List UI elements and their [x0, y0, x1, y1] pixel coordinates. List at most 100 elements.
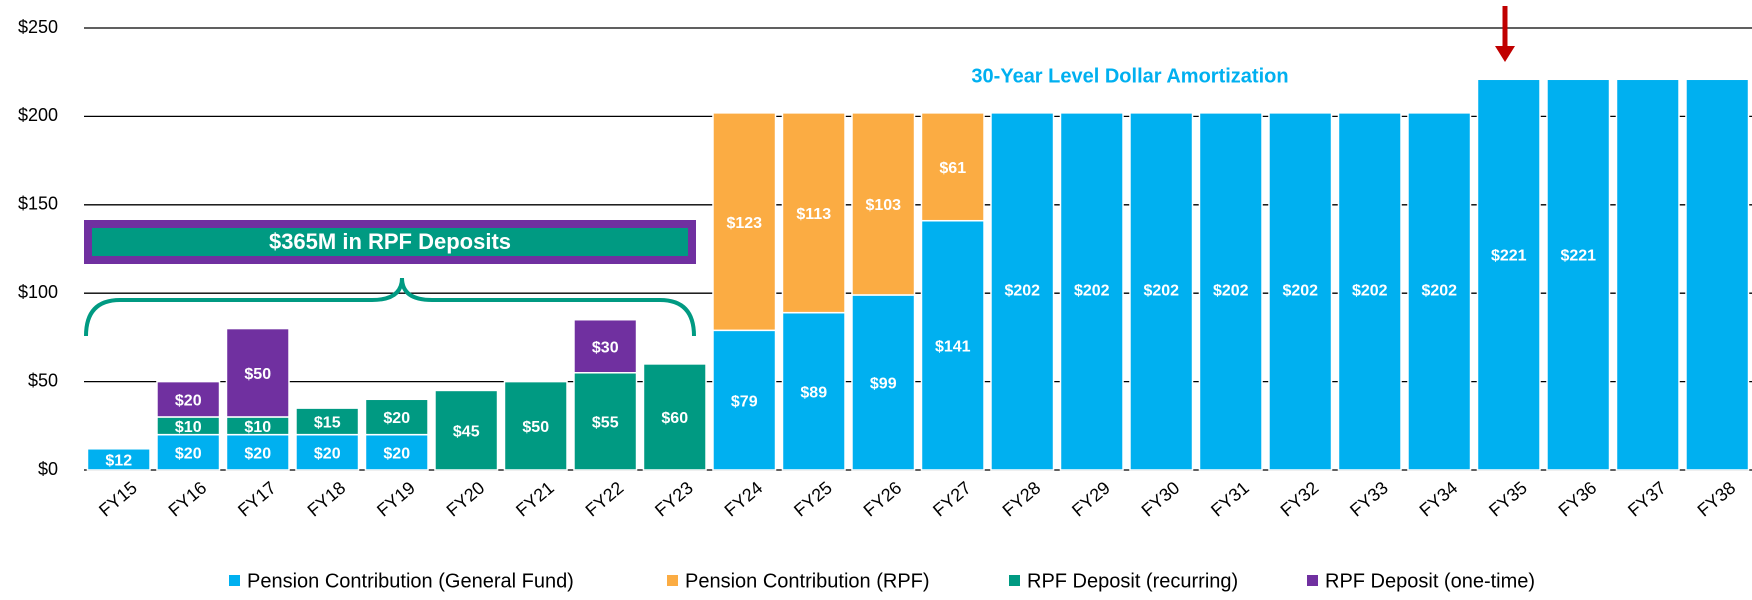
value-label: $15 [314, 415, 341, 432]
bar-segment [712, 329, 777, 471]
value-label: $141 [935, 339, 971, 356]
value-label: $20 [175, 392, 202, 409]
bar-segment [642, 363, 707, 471]
x-tick-label: FY18 [304, 478, 350, 521]
bar-segment [920, 112, 985, 222]
x-tick-label: FY30 [1138, 478, 1184, 521]
value-label: $79 [731, 393, 758, 410]
value-label: $45 [453, 423, 480, 440]
bar-segment [990, 112, 1055, 471]
x-tick-label: FY19 [373, 478, 419, 521]
bar-segment [1129, 112, 1194, 471]
bar-segment [1685, 78, 1750, 471]
y-tick-label: $250 [18, 17, 58, 37]
y-tick-label: $100 [18, 282, 58, 302]
bar-segment [1198, 112, 1263, 471]
bar-segment [1615, 78, 1680, 471]
x-tick-label: FY20 [443, 478, 489, 521]
x-tick-label: FY17 [234, 478, 280, 521]
bar-segment [1546, 78, 1611, 471]
x-tick-label: FY24 [721, 478, 767, 521]
bar-segment [1337, 112, 1402, 471]
x-tick-label: FY29 [1068, 478, 1114, 521]
legend-swatch [667, 575, 678, 586]
x-tick-label: FY27 [929, 478, 975, 521]
value-label: $103 [865, 197, 901, 214]
annotation: 30-Year Level Dollar Amortization [971, 65, 1288, 87]
value-label: $202 [1282, 283, 1318, 300]
value-label: $202 [1143, 283, 1179, 300]
value-label: $89 [800, 385, 827, 402]
bar-segment [86, 448, 151, 471]
value-label: $113 [796, 206, 831, 223]
value-label: $60 [661, 410, 688, 427]
x-tick-label: FY31 [1207, 478, 1253, 521]
bar-segment [851, 112, 916, 296]
x-tick-label: FY21 [512, 478, 558, 521]
value-label: $50 [522, 419, 549, 436]
annotation-box-inner [92, 228, 688, 256]
x-tick-label: FY15 [95, 478, 141, 521]
value-label: $202 [1421, 283, 1457, 300]
bar-segment [1407, 112, 1472, 471]
value-label: $55 [592, 415, 619, 432]
bar-segment [503, 380, 568, 471]
x-tick-label: FY33 [1346, 478, 1392, 521]
value-label: $202 [1004, 283, 1040, 300]
value-label: $10 [244, 419, 271, 436]
legend-label: Pension Contribution (General Fund) [247, 570, 574, 592]
value-label: $20 [175, 446, 202, 463]
value-label: $99 [870, 376, 897, 393]
x-tick-label: FY38 [1694, 478, 1740, 521]
x-tick-label: FY16 [165, 478, 211, 521]
bar-segment [434, 389, 499, 471]
x-tick-label: FY26 [860, 478, 906, 521]
value-label: $20 [383, 446, 410, 463]
bar-segment [1268, 112, 1333, 471]
value-label: $20 [314, 446, 341, 463]
x-tick-label: FY25 [790, 478, 836, 521]
value-label: $20 [244, 446, 271, 463]
x-tick-label: FY28 [999, 478, 1045, 521]
x-tick-label: FY37 [1624, 478, 1670, 521]
bar-segment [573, 372, 638, 471]
x-tick-label: FY32 [1277, 478, 1323, 521]
bar-segment [156, 380, 221, 418]
bar-segment [295, 433, 360, 471]
legend-label: RPF Deposit (one-time) [1325, 570, 1535, 592]
x-tick-label: FY23 [651, 478, 697, 521]
value-label: $221 [1560, 247, 1596, 264]
value-label: $202 [1074, 283, 1110, 300]
bar-segment [920, 219, 985, 471]
bar-segment [573, 318, 638, 374]
value-label: $61 [939, 160, 966, 177]
legend-swatch [229, 575, 240, 586]
x-tick-label: FY35 [1485, 478, 1531, 521]
bar-segment [295, 407, 360, 436]
value-label: $221 [1491, 247, 1527, 264]
annotation: $365M in RPF Deposits [269, 229, 511, 254]
bar-segment [1059, 112, 1124, 471]
bar-segment [712, 112, 777, 332]
y-tick-label: $150 [18, 194, 58, 214]
legend-swatch [1307, 575, 1318, 586]
x-tick-label: FY22 [582, 478, 628, 521]
bar-segment [364, 398, 429, 436]
legend-swatch [1009, 575, 1020, 586]
bar-segment [225, 327, 290, 418]
y-tick-label: $50 [28, 370, 58, 390]
value-label: $10 [175, 419, 202, 436]
value-label: $50 [244, 366, 271, 383]
legend-label: Pension Contribution (RPF) [685, 570, 930, 592]
value-label: $20 [383, 410, 410, 427]
value-label: $202 [1352, 283, 1388, 300]
value-label: $123 [726, 215, 762, 232]
bar-segment [851, 294, 916, 471]
value-label: $202 [1213, 283, 1249, 300]
legend-label: RPF Deposit (recurring) [1027, 570, 1238, 592]
x-tick-label: FY34 [1416, 478, 1462, 521]
bar-segment [1476, 78, 1541, 471]
bar-segment [781, 311, 846, 471]
value-label: $12 [105, 453, 132, 470]
